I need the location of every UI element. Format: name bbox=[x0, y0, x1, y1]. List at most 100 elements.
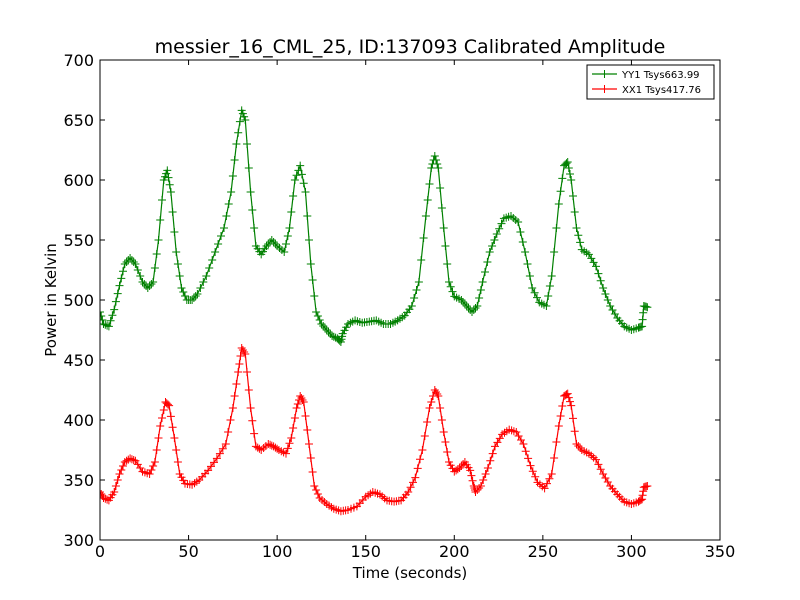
data-point-marker bbox=[469, 482, 478, 490]
data-point-marker bbox=[420, 432, 429, 440]
data-point-marker bbox=[221, 440, 230, 448]
data-point-marker bbox=[545, 282, 554, 290]
data-point-marker bbox=[427, 398, 436, 406]
data-point-marker bbox=[542, 302, 551, 310]
data-point-marker bbox=[117, 466, 126, 474]
data-point-marker bbox=[528, 284, 537, 292]
data-point-marker bbox=[100, 494, 108, 502]
legend: YY1 Tsys663.99 XX1 Tsys417.76 bbox=[586, 64, 715, 100]
data-point-marker bbox=[179, 288, 188, 296]
data-point-marker bbox=[147, 466, 156, 474]
data-point-marker bbox=[448, 464, 457, 473]
data-point-marker bbox=[558, 174, 567, 183]
y-tick-label: 450 bbox=[63, 351, 94, 370]
data-point-marker bbox=[100, 316, 107, 324]
data-point-marker bbox=[136, 272, 145, 280]
data-point-marker bbox=[490, 236, 499, 244]
data-point-marker bbox=[544, 292, 553, 300]
data-point-marker bbox=[638, 315, 647, 324]
data-point-marker bbox=[414, 278, 423, 286]
data-point-marker bbox=[170, 434, 179, 442]
data-point-marker bbox=[473, 302, 482, 310]
data-point-marker bbox=[566, 170, 574, 178]
data-point-marker bbox=[521, 248, 530, 256]
data-point-marker bbox=[111, 482, 120, 490]
data-point-marker bbox=[526, 461, 535, 470]
y-axis-label: Power in Kelvin bbox=[42, 243, 60, 357]
data-point-marker bbox=[235, 117, 244, 126]
data-point-marker bbox=[199, 278, 208, 286]
data-point-marker bbox=[437, 204, 446, 212]
data-point-marker bbox=[179, 476, 188, 485]
data-point-marker bbox=[175, 272, 184, 280]
data-point-marker bbox=[313, 312, 322, 320]
data-point-marker bbox=[596, 465, 605, 474]
data-point-marker bbox=[290, 176, 299, 184]
data-point-marker bbox=[601, 290, 610, 298]
data-point-marker bbox=[525, 272, 534, 280]
data-point-marker bbox=[243, 368, 251, 376]
data-point-marker bbox=[218, 444, 227, 453]
data-point-marker bbox=[543, 479, 551, 488]
data-point-marker bbox=[212, 454, 221, 463]
data-point-marker bbox=[313, 490, 322, 498]
data-point-marker bbox=[319, 322, 328, 330]
y-tick-label: 550 bbox=[63, 231, 94, 250]
data-point-marker bbox=[457, 462, 466, 470]
data-point-marker bbox=[269, 238, 278, 246]
data-point-marker bbox=[230, 156, 239, 164]
data-point-marker bbox=[301, 412, 310, 420]
data-point-marker bbox=[437, 416, 446, 424]
data-point-marker bbox=[471, 488, 480, 496]
data-point-marker bbox=[100, 312, 106, 320]
data-point-marker bbox=[569, 414, 577, 423]
data-point-marker bbox=[643, 303, 652, 312]
data-point-marker bbox=[250, 224, 259, 232]
data-point-marker bbox=[466, 466, 475, 475]
data-point-marker bbox=[521, 447, 530, 456]
data-point-marker bbox=[567, 176, 576, 184]
data-point-marker bbox=[410, 294, 419, 302]
data-point-marker bbox=[158, 196, 166, 204]
data-point-marker bbox=[413, 464, 422, 473]
data-point-marker bbox=[459, 460, 468, 468]
data-point-marker bbox=[473, 486, 482, 494]
data-point-marker bbox=[156, 216, 165, 224]
data-point-marker bbox=[290, 414, 299, 422]
data-point-marker bbox=[406, 483, 415, 492]
data-point-marker bbox=[159, 176, 168, 184]
data-point-marker bbox=[306, 454, 315, 462]
data-point-marker bbox=[554, 422, 563, 430]
data-point-marker bbox=[224, 428, 233, 436]
data-point-marker bbox=[177, 473, 186, 482]
x-tick-label: 100 bbox=[262, 542, 293, 561]
data-point-marker bbox=[636, 496, 645, 504]
data-point-marker bbox=[485, 248, 494, 256]
x-tick-label: 350 bbox=[705, 542, 736, 561]
data-point-marker bbox=[407, 302, 416, 310]
data-point-marker bbox=[140, 280, 149, 288]
data-point-marker bbox=[205, 264, 214, 272]
data-point-marker bbox=[574, 231, 583, 240]
data-point-marker bbox=[563, 158, 572, 166]
data-point-marker bbox=[172, 446, 181, 454]
data-point-marker bbox=[562, 159, 571, 168]
data-point-marker bbox=[335, 336, 344, 345]
data-point-marker bbox=[287, 208, 296, 216]
data-point-marker bbox=[468, 476, 477, 485]
y-tick-label: 400 bbox=[63, 411, 94, 430]
data-point-marker bbox=[439, 224, 448, 232]
data-point-marker bbox=[421, 212, 430, 220]
y-tick-label: 600 bbox=[63, 171, 94, 190]
data-point-marker bbox=[310, 292, 319, 300]
data-point-marker bbox=[592, 262, 600, 271]
data-point-marker bbox=[108, 311, 117, 320]
data-point-marker bbox=[285, 439, 294, 448]
data-point-marker bbox=[264, 440, 273, 448]
x-tick-label: 300 bbox=[616, 542, 647, 561]
data-point-marker bbox=[459, 298, 468, 306]
legend-marker bbox=[600, 85, 609, 93]
data-point-marker bbox=[161, 172, 169, 181]
data-point-marker bbox=[446, 461, 455, 470]
data-point-marker bbox=[243, 140, 251, 148]
